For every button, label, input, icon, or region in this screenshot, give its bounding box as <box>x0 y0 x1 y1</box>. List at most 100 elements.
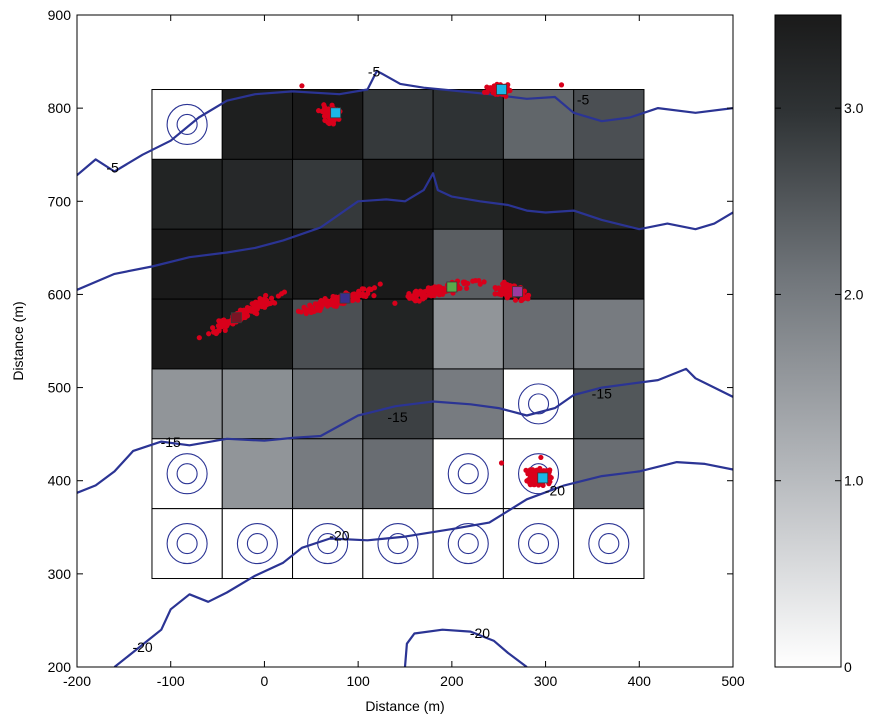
scatter-point <box>392 300 398 306</box>
scatter-point <box>371 293 377 299</box>
heatmap-cell <box>362 89 434 160</box>
scatter-point <box>470 278 476 284</box>
ring-outer <box>517 383 560 425</box>
scatter-point <box>512 297 519 303</box>
scatter-point <box>365 287 371 293</box>
scatter-point <box>413 288 419 294</box>
heatmap-grid <box>151 89 645 580</box>
scatter-point <box>538 454 544 461</box>
scatter-point <box>330 117 337 123</box>
scatter-points <box>196 81 565 489</box>
scatter-point <box>432 286 438 293</box>
x-tick-label: -100 <box>157 673 185 689</box>
ring-outer <box>166 523 208 565</box>
scatter-point <box>329 102 335 108</box>
y-axis-title: Distance (m) <box>10 301 26 380</box>
contour-line <box>77 172 733 291</box>
scatter-point <box>496 285 502 291</box>
contour-line <box>77 69 733 177</box>
ring-inner <box>598 533 620 555</box>
plot-frame <box>76 14 734 668</box>
colorbar-tick-label: 1.0 <box>844 473 864 489</box>
heatmap-cell <box>362 158 434 230</box>
colorbar-gradient <box>774 14 842 668</box>
heatmap-cell <box>573 89 645 160</box>
ring-outer <box>377 523 419 565</box>
heatmap-cell <box>573 158 645 230</box>
scatter-point <box>210 325 216 331</box>
ring-inner <box>457 463 479 485</box>
scatter-point <box>329 300 335 306</box>
scatter-point <box>319 302 325 308</box>
scatter-point <box>350 293 356 300</box>
scatter-point <box>251 300 257 307</box>
scatter-point <box>547 479 553 485</box>
ring-inner <box>457 533 479 555</box>
scatter-point <box>505 292 511 298</box>
ring-inner <box>246 533 268 555</box>
x-tick-label: 300 <box>534 673 558 689</box>
source-marker <box>230 312 242 324</box>
y-tick-label: 200 <box>48 659 72 675</box>
source-marker <box>512 286 523 298</box>
source-marker <box>446 281 458 293</box>
heatmap-cell <box>362 508 434 580</box>
plot-axes: -200 -100 0 100 200 300 400 500 200 300 400 500 600 7… <box>10 7 745 714</box>
heatmap-cell <box>221 368 294 440</box>
ring-outer <box>588 523 630 565</box>
ring-inner <box>176 463 198 485</box>
colorbar: 0 1.0 2.0 3.0 <box>774 14 864 675</box>
scatter-point <box>529 477 535 483</box>
colorbar-tick-label: 0 <box>844 659 852 675</box>
scatter-point <box>268 295 275 301</box>
scatter-point <box>299 83 305 89</box>
y-tick-label: 600 <box>48 286 72 302</box>
y-tick-label: 700 <box>48 193 72 209</box>
heatmap-cell <box>151 438 223 510</box>
scatter-point <box>438 286 444 292</box>
y-tick-label: 400 <box>48 473 72 489</box>
heatmap-cell <box>151 508 223 580</box>
heatmap-cell <box>573 438 645 510</box>
ring-inner <box>176 113 198 135</box>
scatter-point <box>264 301 270 307</box>
scatter-point <box>420 295 426 302</box>
heatmap-cell <box>432 158 504 230</box>
ring-inner <box>527 533 550 555</box>
scatter-point <box>428 286 434 293</box>
heatmap-cell <box>292 158 364 230</box>
scatter-point <box>242 314 248 321</box>
scatter-point <box>301 304 307 310</box>
scatter-point <box>295 308 302 314</box>
ring-outer <box>517 453 560 495</box>
source-marker <box>330 107 342 119</box>
scatter-point <box>216 328 222 334</box>
heatmap-cell <box>362 438 434 510</box>
ring-inner <box>176 533 198 555</box>
ring-outer <box>447 453 489 495</box>
scatter-point <box>323 108 329 114</box>
scatter-point <box>217 323 223 329</box>
scatter-point <box>246 307 253 313</box>
heatmap-cell <box>502 508 575 580</box>
x-tick-label: -200 <box>63 673 91 689</box>
scatter-point <box>487 85 493 91</box>
scatter-point <box>261 296 268 302</box>
scatter-point <box>407 295 413 301</box>
scatter-point <box>543 468 549 474</box>
ring-outer <box>236 523 278 565</box>
ring-inner <box>387 533 409 555</box>
scatter-point <box>196 335 202 341</box>
x-tick-label: 200 <box>440 673 464 689</box>
x-tick-label: 500 <box>721 673 745 689</box>
scatter-point <box>255 304 261 310</box>
scatter-point <box>356 291 362 297</box>
contour-line <box>403 628 528 667</box>
heatmap-cell <box>573 508 645 580</box>
heatmap-cell <box>221 158 294 230</box>
heatmap-cell <box>502 298 575 370</box>
source-marker <box>496 84 507 95</box>
contour-lines: -5 -5 -5 -15 -15 -15 -20 -20 -20 -20 <box>77 63 733 667</box>
y-tick-label: 500 <box>48 380 72 396</box>
scatter-point <box>528 472 534 478</box>
